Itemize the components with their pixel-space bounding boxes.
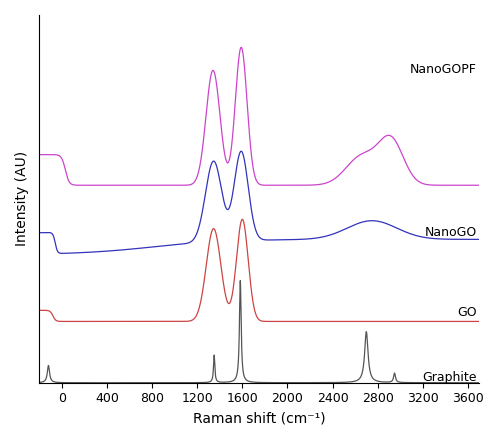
Text: GO: GO: [457, 306, 477, 319]
Text: NanoGO: NanoGO: [424, 227, 477, 239]
Text: NanoGOPF: NanoGOPF: [410, 63, 477, 76]
Y-axis label: Intensity (AU): Intensity (AU): [15, 151, 29, 246]
Text: Graphite: Graphite: [422, 371, 477, 384]
X-axis label: Raman shift (cm⁻¹): Raman shift (cm⁻¹): [193, 411, 326, 425]
